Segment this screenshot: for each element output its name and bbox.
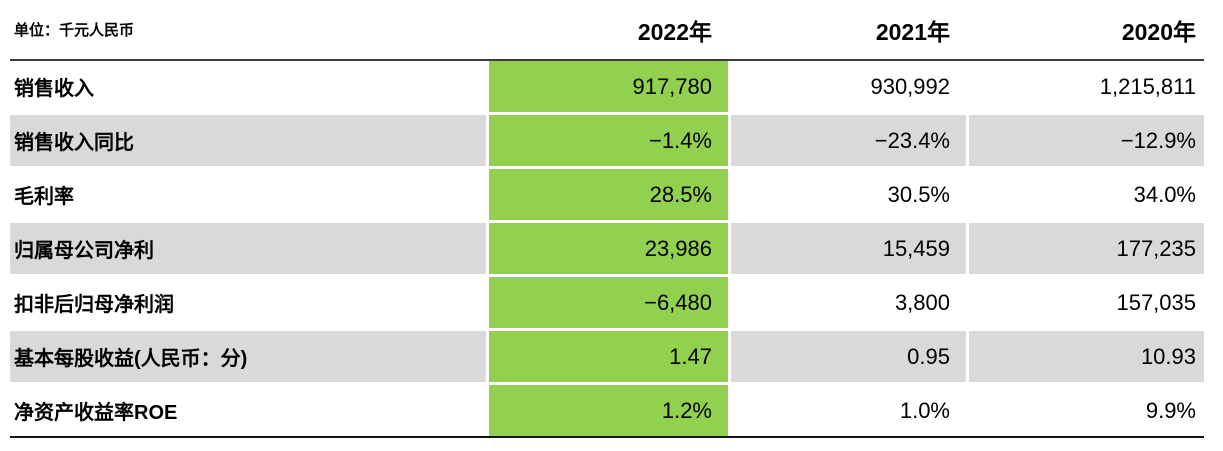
cell-2021: −23.4%	[731, 115, 966, 166]
row-label: 销售收入	[14, 78, 94, 100]
row-label: 基本每股收益(人民币：分)	[10, 331, 486, 382]
column-header-2021: 2021年	[875, 18, 950, 45]
table-row-net-profit-parent: 归属母公司净利 23,986 15,459 177,235	[10, 223, 1204, 274]
table-header-row: 单位：千元人民币 2022年 2021年 2020年	[10, 0, 1204, 61]
row-label: 归属母公司净利	[10, 223, 486, 274]
cell-2022: 917,780	[489, 61, 728, 112]
cell-2021: 930,992	[870, 73, 950, 99]
cell-2022: −6,480	[489, 277, 728, 328]
cell-2020: 1,215,811	[1099, 73, 1196, 99]
row-label: 净资产收益率ROE	[14, 402, 178, 424]
cell-2020: 9.9%	[1145, 397, 1196, 423]
cell-2020: 157,035	[1116, 289, 1196, 315]
cell-2020: 177,235	[969, 223, 1204, 274]
table-row-net-profit-deducted: 扣非后归母净利润 −6,480 3,800 157,035	[10, 277, 1204, 328]
cell-2022: 23,986	[489, 223, 728, 274]
table-row-sales-revenue-yoy: 销售收入同比 −1.4% −23.4% −12.9%	[10, 115, 1204, 166]
table-wrap: 单位：千元人民币 2022年 2021年 2020年 销售收入 917,780 …	[10, 0, 1204, 438]
cell-2020: 10.93	[969, 331, 1204, 382]
table-row-roe: 净资产收益率ROE 1.2% 1.0% 9.9%	[10, 385, 1204, 436]
unit-label: 单位：千元人民币	[14, 22, 135, 39]
table-row-gross-margin: 毛利率 28.5% 30.5% 34.0%	[10, 169, 1204, 220]
column-header-2022: 2022年	[637, 18, 712, 45]
table-row-basic-eps: 基本每股收益(人民币：分) 1.47 0.95 10.93	[10, 331, 1204, 382]
cell-2020: 34.0%	[1133, 181, 1196, 207]
table-body: 销售收入 917,780 930,992 1,215,811 销售收入同比 −1…	[10, 61, 1204, 438]
column-header-2020: 2020年	[1121, 18, 1196, 45]
cell-2022: 28.5%	[489, 169, 728, 220]
cell-2022: 1.47	[489, 331, 728, 382]
row-label: 销售收入同比	[10, 115, 486, 166]
cell-2020: −12.9%	[969, 115, 1204, 166]
cell-2021: 1.0%	[899, 397, 950, 423]
row-label: 毛利率	[14, 186, 74, 208]
cell-2022: −1.4%	[489, 115, 728, 166]
cell-2021: 0.95	[731, 331, 966, 382]
cell-2022: 1.2%	[489, 385, 728, 436]
table-row-sales-revenue: 销售收入 917,780 930,992 1,215,811	[10, 61, 1204, 112]
row-label: 扣非后归母净利润	[14, 294, 174, 316]
cell-2021: 30.5%	[887, 181, 950, 207]
cell-2021: 3,800	[894, 289, 950, 315]
cell-2021: 15,459	[731, 223, 966, 274]
